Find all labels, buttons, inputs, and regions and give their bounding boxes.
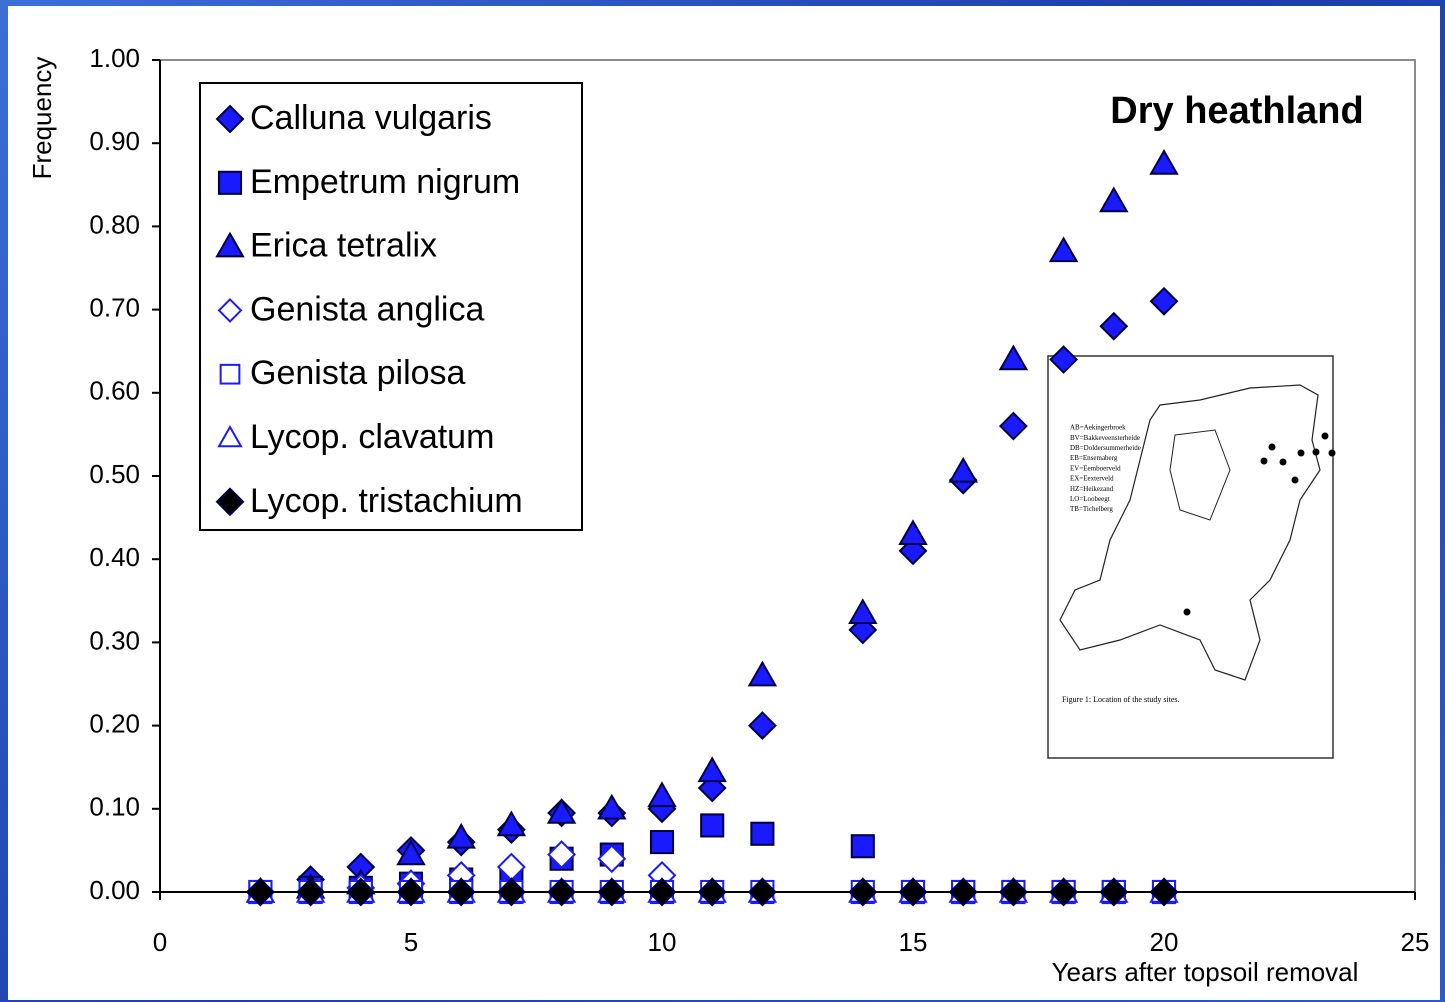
y-tick-label: 0.20 — [89, 708, 140, 738]
y-tick-label: 0.00 — [89, 875, 140, 905]
y-tick-label: 0.80 — [89, 209, 140, 239]
inset-caption: Figure 1: Location of the study sites. — [1062, 695, 1180, 704]
inset-legend-label: TB=Tichelberg — [1070, 505, 1113, 513]
legend-label: Lycop. clavatum — [250, 418, 494, 456]
point — [998, 344, 1029, 371]
inset-legend-label: DB=Doldersummerheide — [1070, 444, 1141, 452]
point — [697, 877, 727, 907]
inset-legend-label: LO=Loobeegt — [1070, 495, 1110, 503]
point — [848, 598, 878, 625]
legend-swatch — [215, 231, 245, 258]
point — [1149, 148, 1179, 175]
map-sites — [1183, 432, 1336, 616]
y-tick-label: 0.40 — [89, 542, 140, 572]
x-tick-label: 0 — [153, 927, 167, 957]
point — [747, 660, 778, 687]
legend-box — [199, 82, 583, 531]
point — [647, 781, 677, 808]
point — [396, 839, 426, 866]
y-tick-label: 0.70 — [89, 292, 140, 322]
inset-frame — [1047, 355, 1334, 759]
legend-label: Genista anglica — [250, 290, 484, 328]
inset-map: AB=Aekingerbroek BV=Bakkeveensterheide DB=… — [1047, 355, 1336, 759]
legend-label: Empetrum nigrum — [250, 163, 520, 201]
point — [1049, 877, 1079, 907]
point — [597, 793, 627, 820]
point — [396, 877, 426, 907]
point — [747, 711, 777, 741]
point — [1049, 345, 1079, 374]
legend-swatch — [215, 487, 245, 517]
point — [898, 519, 928, 545]
inset-legend-label: EX=Eexterveld — [1070, 475, 1114, 483]
x-tick-label: 15 — [899, 927, 928, 957]
legend-swatch — [215, 104, 245, 134]
legend-label: Erica tetralix — [250, 227, 437, 265]
point — [700, 813, 725, 838]
y-tick-label: 0.60 — [89, 376, 140, 406]
inset-legend-label: HZ=Heikezand — [1070, 485, 1114, 493]
x-tick-label: 20 — [1150, 927, 1179, 957]
point — [446, 822, 476, 849]
point — [850, 834, 875, 859]
point — [547, 840, 577, 869]
legend-swatch — [217, 170, 243, 195]
point — [1048, 236, 1079, 263]
point — [346, 877, 376, 907]
legend-label: Genista pilosa — [250, 354, 466, 392]
x-tick-label: 5 — [404, 927, 418, 957]
map-lake — [1169, 429, 1231, 521]
point — [245, 877, 275, 907]
point — [1099, 186, 1129, 213]
point — [747, 877, 777, 907]
inset-legend-label: EB=Ensemaberg — [1070, 454, 1118, 462]
y-tick-label: 1.00 — [89, 43, 140, 73]
legend: Calluna vulgaris Empetrum nigrum Erica tet… — [199, 82, 583, 531]
point — [496, 810, 527, 837]
point — [597, 877, 627, 907]
legend-label: Calluna vulgaris — [250, 99, 492, 137]
point — [1099, 311, 1129, 341]
point — [597, 844, 627, 874]
point — [898, 877, 928, 907]
y-tick-label: 0.30 — [89, 625, 140, 655]
legend-swatch — [217, 424, 243, 448]
x-axis-label: Years after topsoil removal — [1052, 957, 1359, 987]
inset-legend-label: BV=Bakkeveensterheide — [1070, 434, 1140, 442]
point — [948, 456, 978, 483]
y-axis-label: Frequency — [27, 57, 57, 180]
y-tick-label: 0.90 — [89, 126, 140, 156]
point — [848, 877, 878, 907]
point — [948, 877, 978, 907]
x-tick-label: 25 — [1401, 927, 1430, 957]
chart-title: Dry heathland — [1110, 90, 1363, 132]
point — [1149, 286, 1179, 316]
inset-legend-label: EV=Eemboerveld — [1070, 464, 1121, 472]
point — [546, 797, 577, 824]
point — [998, 877, 1028, 907]
point — [649, 830, 675, 855]
x-tick-label: 10 — [648, 927, 677, 957]
legend-swatch — [217, 297, 243, 323]
inset-legend-label: AB=Aekingerbroek — [1070, 424, 1126, 432]
point — [1099, 877, 1129, 907]
point — [296, 877, 326, 907]
y-tick-label: 0.50 — [89, 459, 140, 489]
point — [998, 411, 1028, 441]
point — [750, 821, 775, 846]
point — [1149, 877, 1179, 907]
point — [697, 756, 727, 783]
legend-label: Lycop. tristachium — [250, 482, 523, 520]
point — [647, 877, 677, 907]
map-outline — [1059, 384, 1321, 681]
y-tick-label: 0.10 — [89, 792, 140, 822]
point — [446, 877, 476, 907]
point — [496, 877, 526, 907]
legend-swatch — [219, 363, 241, 385]
point — [547, 877, 577, 907]
